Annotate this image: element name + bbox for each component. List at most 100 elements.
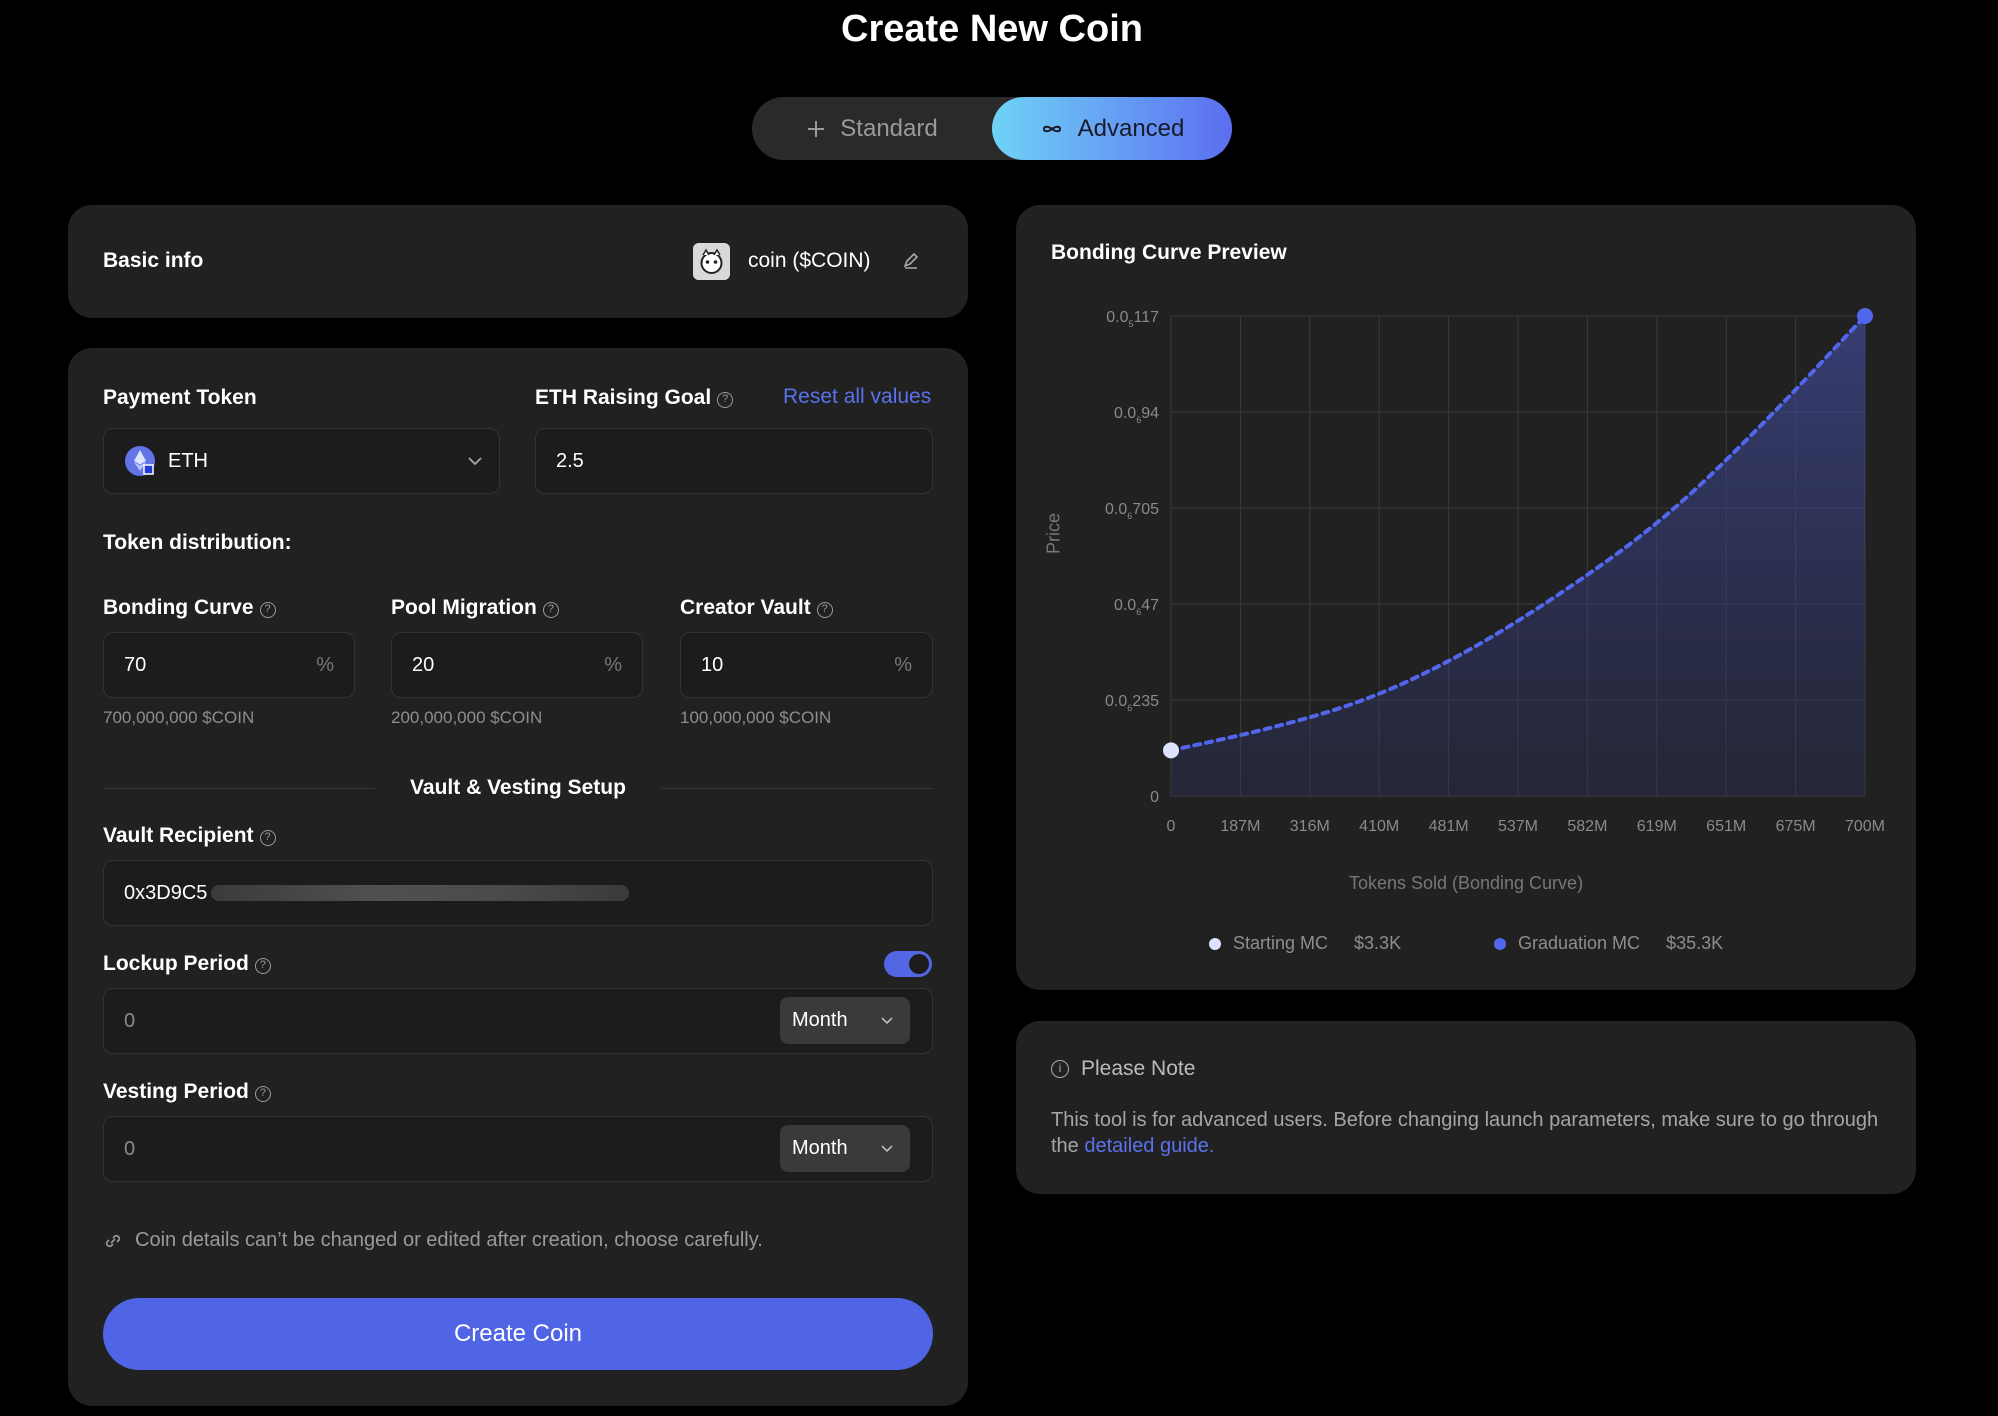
help-icon[interactable]: ? bbox=[542, 602, 559, 618]
bonding-curve-value: 70 bbox=[124, 653, 147, 676]
advanced-mode-button[interactable]: Advanced bbox=[992, 97, 1232, 160]
creator-vault-tokens: 100,000,000 $COIN bbox=[680, 708, 832, 727]
vesting-period-label: Vesting Period? bbox=[103, 1080, 271, 1104]
vesting-unit-select[interactable]: Month bbox=[780, 1125, 910, 1172]
y-tick-label: 0.0694 bbox=[1114, 405, 1159, 425]
starting-point bbox=[1163, 742, 1179, 759]
section-divider bbox=[103, 788, 375, 789]
note-body-text: This tool is for advanced users. Before … bbox=[1051, 1109, 1879, 1157]
y-tick-label: 0.06235 bbox=[1105, 693, 1159, 713]
pool-migration-input[interactable]: 20 % bbox=[391, 632, 643, 698]
edit-icon[interactable] bbox=[901, 251, 921, 271]
mode-switch: Standard Advanced bbox=[752, 97, 1232, 160]
vesting-unit-value: Month bbox=[792, 1137, 848, 1159]
page-title: Create New Coin bbox=[841, 8, 1143, 50]
basic-info-label: Basic info bbox=[103, 249, 204, 272]
help-icon[interactable]: ? bbox=[259, 830, 276, 846]
lockup-unit-select[interactable]: Month bbox=[780, 997, 910, 1044]
pool-migration-tokens: 200,000,000 $COIN bbox=[391, 708, 543, 727]
legend-starting-mc: Starting MC $3.3K bbox=[1209, 933, 1401, 954]
help-icon[interactable]: ? bbox=[254, 958, 271, 974]
vesting-period-label-text: Vesting Period bbox=[103, 1080, 249, 1103]
payment-token-select[interactable]: ETH bbox=[103, 428, 500, 494]
pool-migration-label: Pool Migration? bbox=[391, 596, 559, 620]
please-note-card: i Please Note This tool is for advanced … bbox=[1016, 1021, 1916, 1194]
bonding-curve-label: Bonding Curve? bbox=[103, 596, 276, 620]
bonding-curve-tokens: 700,000,000 $COIN bbox=[103, 708, 255, 727]
vault-recipient-input[interactable]: 0x3D9C5 bbox=[103, 860, 933, 926]
x-tick-label: 619M bbox=[1637, 818, 1677, 835]
help-icon[interactable]: ? bbox=[717, 392, 734, 408]
reset-all-values-link[interactable]: Reset all values bbox=[783, 385, 932, 408]
redacted-address bbox=[211, 885, 630, 901]
payment-token-label: Payment Token bbox=[103, 386, 257, 409]
token-distribution-label: Token distribution: bbox=[103, 531, 292, 554]
percent-suffix: % bbox=[316, 653, 334, 676]
x-tick-label: 0 bbox=[1167, 818, 1176, 835]
chevron-down-icon bbox=[468, 457, 482, 466]
y-tick-label: 0.0647 bbox=[1114, 597, 1159, 617]
x-tick-label: 675M bbox=[1776, 818, 1816, 835]
vesting-period-input[interactable]: 0 Month bbox=[103, 1116, 933, 1182]
lockup-toggle[interactable] bbox=[884, 951, 932, 977]
legend-graduation-label: Graduation MC bbox=[1518, 933, 1641, 953]
chevron-down-icon bbox=[881, 1017, 893, 1025]
x-tick-label: 481M bbox=[1429, 818, 1469, 835]
toggle-knob bbox=[909, 954, 929, 974]
bonding-curve-preview-card: Bonding Curve Preview 0 187M 316M 410M 481M 5… bbox=[1016, 205, 1916, 990]
note-body: This tool is for advanced users. Before … bbox=[1051, 1107, 1881, 1159]
lockup-period-input[interactable]: 0 Month bbox=[103, 988, 933, 1054]
bonding-curve-input[interactable]: 70 % bbox=[103, 632, 355, 698]
x-tick-label: 700M bbox=[1845, 818, 1885, 835]
preview-title: Bonding Curve Preview bbox=[1051, 241, 1287, 264]
raising-goal-label-text: ETH Raising Goal bbox=[535, 386, 712, 409]
note-title: Please Note bbox=[1081, 1057, 1196, 1080]
lockup-period-label-text: Lockup Period bbox=[103, 952, 249, 975]
x-tick-label: 537M bbox=[1498, 818, 1538, 835]
legend-starting-label: Starting MC bbox=[1233, 933, 1329, 953]
coin-form-card: Payment Token ETH ETH Raising Goal? Rese… bbox=[68, 348, 968, 1406]
coin-display-name: coin ($COIN) bbox=[748, 249, 871, 272]
create-coin-button[interactable]: Create Coin bbox=[103, 1298, 933, 1370]
curve-area bbox=[1171, 316, 1865, 796]
help-icon[interactable]: ? bbox=[816, 602, 833, 618]
lockup-period-value: 0 bbox=[124, 1009, 136, 1032]
percent-suffix: % bbox=[604, 653, 622, 676]
note-header: i Please Note bbox=[1051, 1057, 1195, 1081]
standard-mode-button[interactable]: Standard bbox=[752, 97, 992, 160]
legend-graduation-value: $35.3K bbox=[1666, 933, 1724, 953]
advanced-mode-label: Advanced bbox=[1077, 114, 1185, 142]
legend-starting-value: $3.3K bbox=[1354, 933, 1402, 953]
legend-graduation-mc: Graduation MC $35.3K bbox=[1494, 933, 1723, 954]
creator-vault-label-text: Creator Vault bbox=[680, 596, 811, 619]
basic-info-card: Basic info coin ($COIN) bbox=[68, 205, 968, 318]
x-tick-label: 582M bbox=[1567, 818, 1607, 835]
creator-vault-label: Creator Vault? bbox=[680, 596, 833, 620]
detailed-guide-link[interactable]: detailed guide. bbox=[1084, 1135, 1215, 1157]
x-axis-title: Tokens Sold (Bonding Curve) bbox=[1348, 873, 1584, 893]
creator-vault-value: 10 bbox=[701, 653, 724, 676]
legend-dot bbox=[1209, 937, 1221, 950]
link-icon bbox=[105, 1234, 121, 1247]
payment-token-value: ETH bbox=[168, 449, 208, 472]
pool-migration-value: 20 bbox=[412, 653, 435, 676]
vault-recipient-label-text: Vault Recipient bbox=[103, 824, 254, 847]
x-tick-label: 187M bbox=[1220, 818, 1260, 835]
vault-vesting-heading: Vault & Vesting Setup bbox=[410, 776, 626, 799]
bonding-curve-label-text: Bonding Curve bbox=[103, 596, 254, 619]
help-icon[interactable]: ? bbox=[259, 602, 276, 618]
x-tick-label: 316M bbox=[1290, 818, 1330, 835]
vault-recipient-value: 0x3D9C5 bbox=[124, 881, 208, 904]
coin-avatar bbox=[693, 243, 730, 280]
creation-warning: Coin details can’t be changed or edited … bbox=[103, 1229, 763, 1252]
help-icon[interactable]: ? bbox=[254, 1086, 271, 1102]
x-tick-label: 410M bbox=[1359, 818, 1399, 835]
lockup-period-label: Lockup Period? bbox=[103, 952, 271, 976]
creator-vault-input[interactable]: 10 % bbox=[680, 632, 933, 698]
raising-goal-input[interactable]: 2.5 bbox=[535, 428, 933, 494]
graduation-point bbox=[1857, 308, 1873, 324]
y-axis-title: Price bbox=[1043, 513, 1064, 555]
bonding-curve-chart: 0 187M 316M 410M 481M 537M 582M 619M 651M 675M 700… bbox=[1105, 308, 1885, 835]
x-tick-label: 651M bbox=[1706, 818, 1746, 835]
info-icon: i bbox=[1051, 1060, 1069, 1078]
